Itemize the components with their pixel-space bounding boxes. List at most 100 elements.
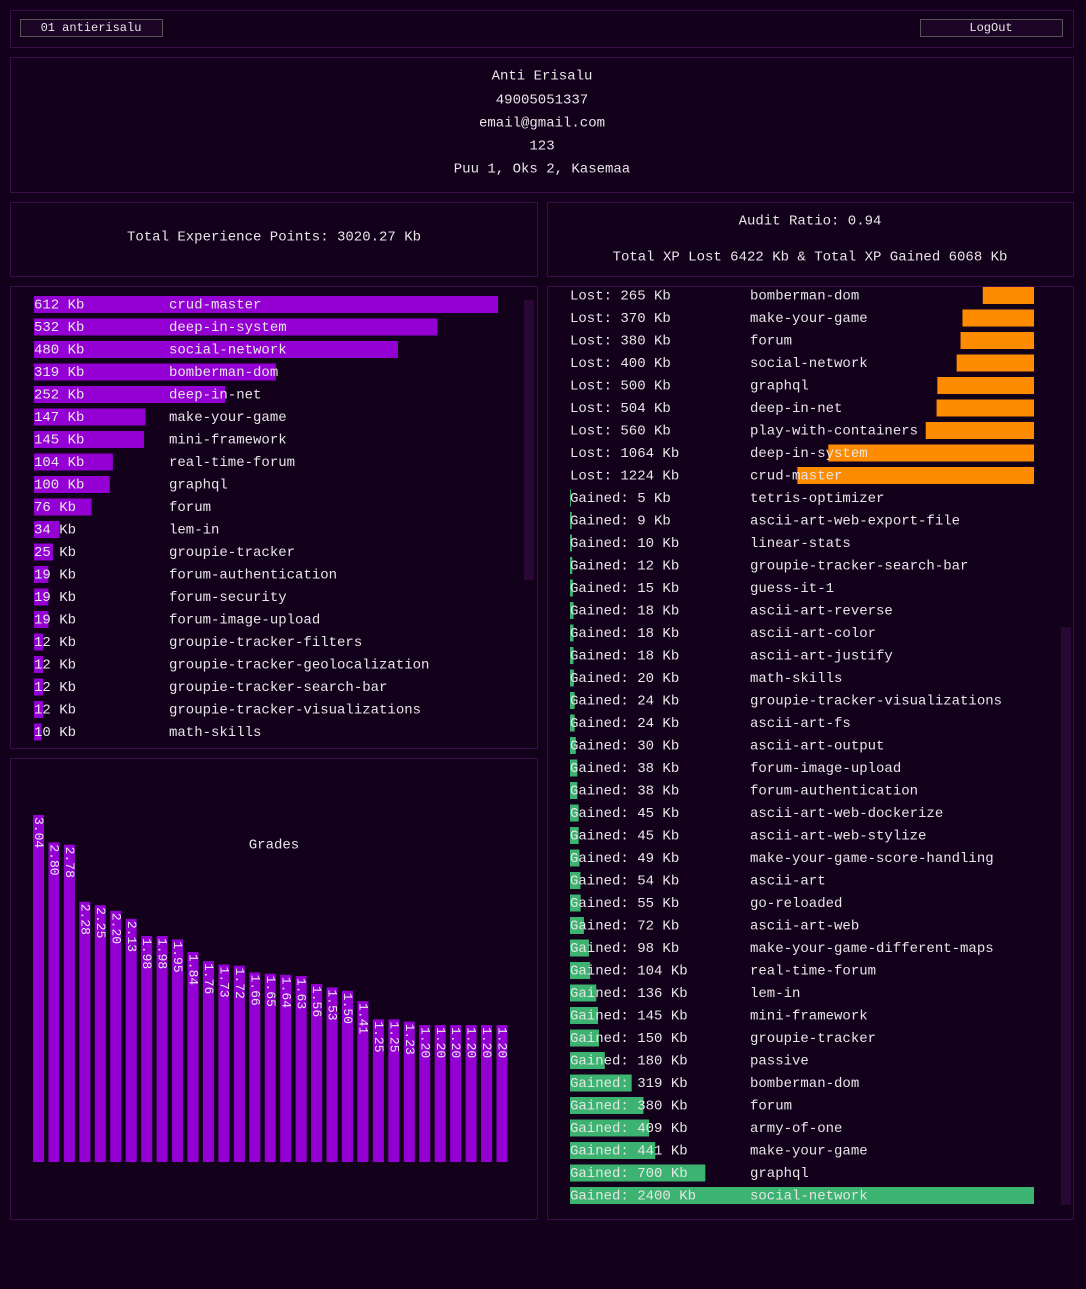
value-label: 1.72 (232, 968, 247, 999)
value-label: 2.13 (124, 921, 139, 952)
gained-bar (570, 647, 574, 664)
gained-bar (570, 669, 574, 687)
gained-amount: Gained: 180 Kb (570, 1054, 688, 1070)
gained-amount: Gained: 38 Kb (570, 761, 679, 777)
xp-bar (34, 656, 44, 673)
xp-bar (34, 431, 144, 448)
gained-bar (570, 692, 575, 709)
xp-amount: 25 Kb (34, 545, 76, 561)
xp-bar (34, 678, 44, 696)
xp-amount: 10 Kb (34, 725, 76, 741)
project-name: groupie-tracker-filters (169, 635, 362, 651)
xp-bar (34, 476, 110, 493)
project-name: real-time-forum (750, 964, 876, 980)
lost-amount: Lost: 265 Kb (570, 289, 671, 305)
project-name: deep-in-system (169, 320, 287, 336)
value-label: 1.98 (155, 938, 170, 969)
xp-amount: 19 Kb (34, 613, 76, 629)
gained-amount: Gained: 45 Kb (570, 806, 679, 822)
project-name: crud-master (750, 469, 842, 485)
bar (326, 987, 338, 1162)
gained-amount: Gained: 98 Kb (570, 941, 679, 957)
project-name: guess-it-1 (750, 581, 834, 597)
gained-bar (570, 759, 578, 777)
value-label: 3.04 (31, 817, 46, 848)
lost-bar (797, 467, 1034, 484)
gained-amount: Gained: 18 Kb (570, 626, 679, 642)
gained-amount: Gained: 20 Kb (570, 671, 679, 687)
project-name: forum-authentication (750, 784, 918, 800)
gained-amount: Gained: 9 Kb (570, 514, 671, 530)
value-label: 1.20 (464, 1027, 479, 1058)
value-label: 2.25 (93, 907, 108, 938)
xp-amount: 19 Kb (34, 590, 76, 606)
value-label: 1.73 (216, 967, 231, 998)
project-name: linear-stats (750, 536, 851, 552)
lost-bar (925, 422, 1034, 439)
xp-amount: 12 Kb (34, 703, 76, 719)
gained-bar (570, 714, 575, 732)
project-name: graphql (750, 1166, 809, 1182)
gained-amount: Gained: 72 Kb (570, 919, 679, 935)
logout-label[interactable]: LogOut (969, 21, 1012, 35)
project-name: graphql (750, 379, 809, 395)
audit-list-panel (547, 286, 1074, 1220)
project-name: forum-image-upload (750, 761, 901, 777)
gained-bar (570, 1142, 656, 1159)
gained-amount: Gained: 24 Kb (570, 716, 679, 732)
project-name: go-reloaded (750, 896, 842, 912)
bar (388, 1019, 400, 1162)
xp-bar (34, 543, 53, 561)
project-name: make-your-game-score-handling (750, 851, 994, 867)
value-label: 1.63 (294, 978, 309, 1009)
gained-amount: Gained: 319 Kb (570, 1076, 688, 1092)
user-button[interactable] (20, 19, 163, 37)
gained-bar (570, 782, 578, 799)
project-name: math-skills (750, 671, 842, 687)
project-name: groupie-tracker (750, 1031, 876, 1047)
project-name: bomberman-dom (750, 1076, 859, 1092)
value-label: 2.20 (108, 913, 123, 944)
project-name: make-your-game (169, 410, 287, 426)
gained-bar (570, 872, 581, 889)
project-name: army-of-one (750, 1121, 842, 1137)
profile-panel (10, 57, 1074, 193)
value-label: 1.50 (340, 993, 355, 1024)
xp-amount: 104 Kb (34, 455, 84, 471)
value-label: 1.84 (186, 954, 201, 985)
project-name: lem-in (169, 523, 219, 539)
gained-amount: Gained: 45 Kb (570, 829, 679, 845)
user-name[interactable]: 01 antierisalu (41, 21, 142, 35)
project-name: ascii-art-web-stylize (750, 829, 926, 845)
project-name: ascii-art-web-dockerize (750, 806, 943, 822)
xp-amount: 532 Kb (34, 320, 84, 336)
gained-bar (570, 1187, 1034, 1204)
gained-bar (570, 1164, 706, 1182)
project-name: forum-security (169, 590, 287, 606)
bar (419, 1025, 431, 1162)
gained-bar (570, 737, 576, 754)
project-name: ascii-art-color (750, 626, 876, 642)
gained-amount: Gained: 54 Kb (570, 874, 679, 890)
bar (481, 1025, 493, 1162)
xp-amount: 319 Kb (34, 365, 84, 381)
bar (372, 1019, 384, 1162)
lost-amount: Lost: 400 Kb (570, 356, 671, 372)
value-label: 1.56 (309, 986, 324, 1017)
logout-button[interactable] (920, 19, 1063, 37)
value-label: 1.64 (278, 977, 293, 1008)
project-name: groupie-tracker-visualizations (750, 694, 1002, 710)
project-name: social-network (169, 343, 287, 359)
bar (141, 935, 153, 1162)
lost-amount: Lost: 1224 Kb (570, 469, 679, 485)
bar (357, 1001, 369, 1162)
value-label: 1.20 (479, 1027, 494, 1058)
lost-bar (960, 332, 1034, 349)
scrollbar[interactable] (1061, 627, 1071, 1205)
xp-amount: 76 Kb (34, 500, 76, 516)
xp-bar (34, 566, 49, 583)
scrollbar[interactable] (524, 300, 534, 580)
xp-bar (34, 701, 44, 718)
gained-bar (570, 827, 579, 844)
gained-amount: Gained: 380 Kb (570, 1099, 688, 1115)
